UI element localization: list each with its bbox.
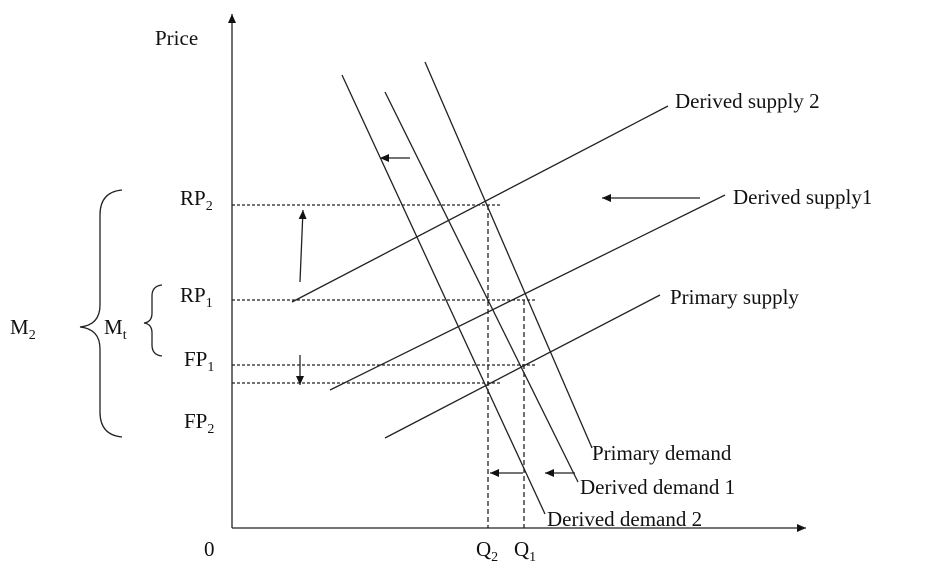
braces (79, 189, 163, 438)
brace-mt (143, 284, 163, 357)
labels: RP2 RP1 FP1 FP2 Q2 Q1 Mt M2 Derived supp… (10, 89, 872, 565)
quantity-label: Q1 (514, 537, 536, 565)
y-axis-label: Price (155, 26, 198, 50)
curve-label: Primary demand (592, 441, 732, 465)
curve-label: Derived supply 2 (675, 89, 820, 113)
derived-demand-2 (341, 74, 546, 515)
price-label: RP1 (180, 283, 213, 311)
axes: Price 0 (155, 14, 806, 561)
bracket-label: Mt (104, 315, 127, 343)
guides (232, 204, 536, 528)
origin-label: 0 (204, 537, 215, 561)
primary-supply (384, 294, 661, 439)
derived-supply-1 (329, 194, 726, 391)
shift-arrows (296, 154, 700, 477)
primary-demand (424, 61, 593, 449)
price-label: RP2 (180, 186, 213, 214)
curve-label: Derived demand 1 (580, 475, 735, 499)
price-label: FP2 (184, 409, 214, 437)
curve-label: Primary supply (670, 285, 799, 309)
price-label: FP1 (184, 347, 214, 375)
quantity-label: Q2 (476, 537, 498, 565)
derived-supply-2 (291, 105, 669, 303)
brace-m2 (79, 189, 123, 438)
derived-demand-1 (384, 91, 579, 483)
arrow (298, 209, 307, 283)
curve-label: Derived demand 2 (547, 507, 702, 531)
curve-label: Derived supply1 (733, 185, 872, 209)
curves (291, 61, 726, 515)
bracket-label: M2 (10, 315, 36, 343)
